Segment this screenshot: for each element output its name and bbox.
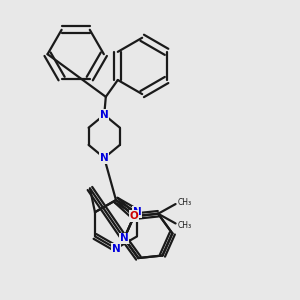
Text: N: N [100,153,109,163]
Text: N: N [100,110,109,120]
Text: N: N [120,233,128,243]
Text: CH₃: CH₃ [177,220,191,230]
Text: O: O [130,211,138,221]
Text: N: N [112,244,120,254]
Text: S: S [120,233,128,243]
Text: CH₃: CH₃ [177,198,191,207]
Text: N: N [133,207,141,217]
